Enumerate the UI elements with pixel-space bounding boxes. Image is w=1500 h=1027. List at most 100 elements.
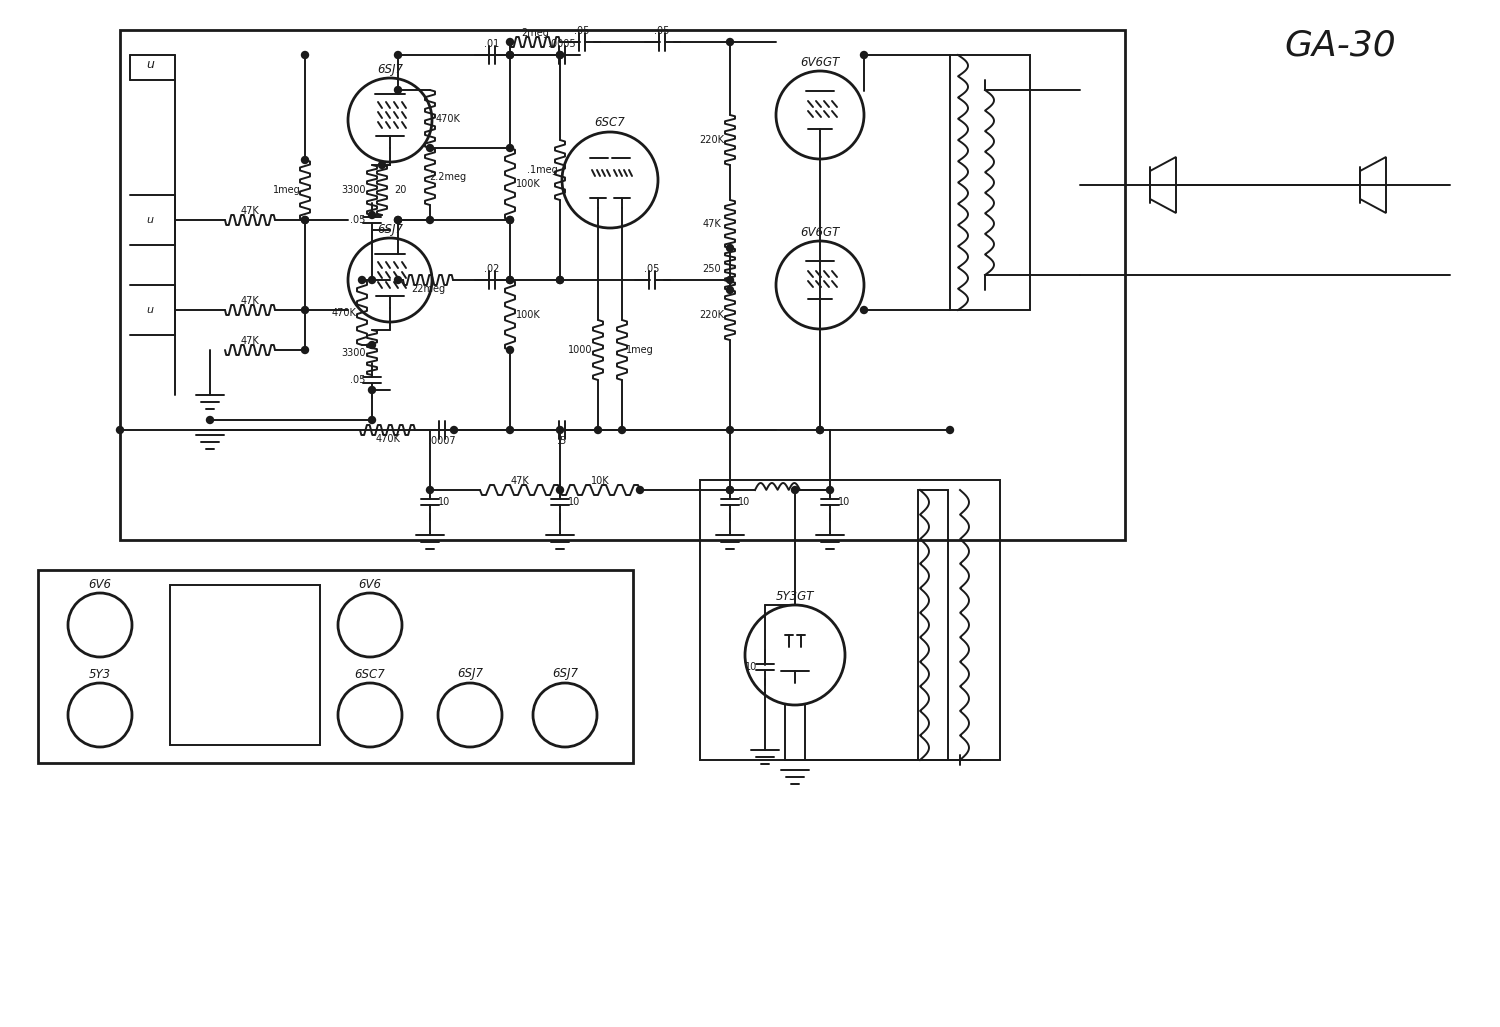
Text: 6SJ7: 6SJ7 xyxy=(458,668,483,681)
Circle shape xyxy=(636,487,644,494)
Text: 250: 250 xyxy=(702,264,721,274)
Circle shape xyxy=(302,346,309,353)
Circle shape xyxy=(394,276,402,283)
Circle shape xyxy=(394,86,402,93)
Circle shape xyxy=(369,386,375,393)
Circle shape xyxy=(117,426,123,433)
Bar xyxy=(700,480,1000,760)
Circle shape xyxy=(302,156,309,163)
Circle shape xyxy=(507,145,513,152)
Text: .05: .05 xyxy=(351,375,366,385)
Text: 10: 10 xyxy=(746,662,758,672)
Text: 6V6GT: 6V6GT xyxy=(801,55,840,69)
Text: 6V6GT: 6V6GT xyxy=(801,226,840,238)
Circle shape xyxy=(369,342,375,348)
Text: 10K: 10K xyxy=(591,476,609,486)
Text: 10: 10 xyxy=(839,497,850,507)
Bar xyxy=(120,30,1125,540)
Circle shape xyxy=(726,244,734,252)
Text: 220K: 220K xyxy=(699,310,724,320)
Circle shape xyxy=(426,487,433,494)
Text: u: u xyxy=(147,305,153,315)
Circle shape xyxy=(426,145,433,152)
Circle shape xyxy=(369,212,375,219)
Text: 6V6: 6V6 xyxy=(88,577,111,591)
Text: 470K: 470K xyxy=(435,114,460,124)
Circle shape xyxy=(507,426,513,433)
Circle shape xyxy=(207,417,213,423)
Text: 470K: 470K xyxy=(332,307,357,317)
Circle shape xyxy=(726,38,734,45)
Circle shape xyxy=(507,346,513,353)
Circle shape xyxy=(726,287,734,294)
Circle shape xyxy=(369,276,375,283)
Bar xyxy=(38,570,633,763)
Text: 220K: 220K xyxy=(699,135,724,145)
Text: 6SJ7: 6SJ7 xyxy=(376,223,404,235)
Circle shape xyxy=(726,276,734,283)
Text: 1meg: 1meg xyxy=(626,345,654,355)
Text: 6SC7: 6SC7 xyxy=(594,116,626,129)
Text: .5: .5 xyxy=(558,436,567,446)
Text: 1000: 1000 xyxy=(567,345,592,355)
Text: GA-30: GA-30 xyxy=(1284,28,1396,62)
Circle shape xyxy=(507,217,513,224)
Text: 5Y3GT: 5Y3GT xyxy=(776,589,814,603)
Circle shape xyxy=(556,276,564,283)
Text: 100K: 100K xyxy=(516,310,540,320)
Circle shape xyxy=(302,306,309,313)
Text: 100K: 100K xyxy=(516,179,540,189)
Circle shape xyxy=(394,51,402,59)
Text: 47K: 47K xyxy=(240,296,260,306)
Circle shape xyxy=(302,51,309,59)
Bar xyxy=(170,585,320,745)
Circle shape xyxy=(556,487,564,494)
Circle shape xyxy=(726,487,734,494)
Text: 10: 10 xyxy=(568,497,580,507)
Text: 22meg: 22meg xyxy=(411,284,446,294)
Circle shape xyxy=(507,217,513,224)
Text: 5Y3: 5Y3 xyxy=(88,668,111,681)
Text: 10: 10 xyxy=(738,497,750,507)
Circle shape xyxy=(358,276,366,283)
Circle shape xyxy=(594,426,602,433)
Text: .1meg: .1meg xyxy=(526,165,558,175)
Bar xyxy=(918,490,948,760)
Circle shape xyxy=(507,276,513,283)
Text: 10: 10 xyxy=(438,497,450,507)
Circle shape xyxy=(426,217,433,224)
Text: 3300: 3300 xyxy=(342,185,366,195)
Bar xyxy=(950,55,1030,310)
Text: .05: .05 xyxy=(645,264,660,274)
Text: 470K: 470K xyxy=(375,434,400,444)
Text: 47K: 47K xyxy=(240,336,260,346)
Text: 2meg: 2meg xyxy=(520,28,549,38)
Text: 20: 20 xyxy=(394,185,406,195)
Text: 6SJ7: 6SJ7 xyxy=(376,63,404,76)
Text: .02: .02 xyxy=(484,264,500,274)
Text: 6V6: 6V6 xyxy=(358,577,381,591)
Circle shape xyxy=(726,487,734,494)
Circle shape xyxy=(302,217,309,224)
Circle shape xyxy=(556,51,564,59)
Circle shape xyxy=(556,276,564,283)
Text: .05: .05 xyxy=(654,26,669,36)
Circle shape xyxy=(450,426,458,433)
Text: 6SJ7: 6SJ7 xyxy=(552,668,578,681)
Text: u: u xyxy=(146,59,154,72)
Text: .01: .01 xyxy=(484,39,500,49)
Circle shape xyxy=(378,161,386,168)
Text: 47K: 47K xyxy=(240,206,260,216)
Circle shape xyxy=(816,426,824,433)
Circle shape xyxy=(827,487,834,494)
Circle shape xyxy=(369,417,375,423)
Text: 3300: 3300 xyxy=(342,347,366,357)
Text: .05: .05 xyxy=(351,215,366,225)
Circle shape xyxy=(507,51,513,59)
Text: 2.2meg: 2.2meg xyxy=(429,172,466,182)
Circle shape xyxy=(816,426,824,433)
Circle shape xyxy=(394,217,402,224)
Circle shape xyxy=(507,276,513,283)
Circle shape xyxy=(946,426,954,433)
Text: .0005: .0005 xyxy=(548,39,576,49)
